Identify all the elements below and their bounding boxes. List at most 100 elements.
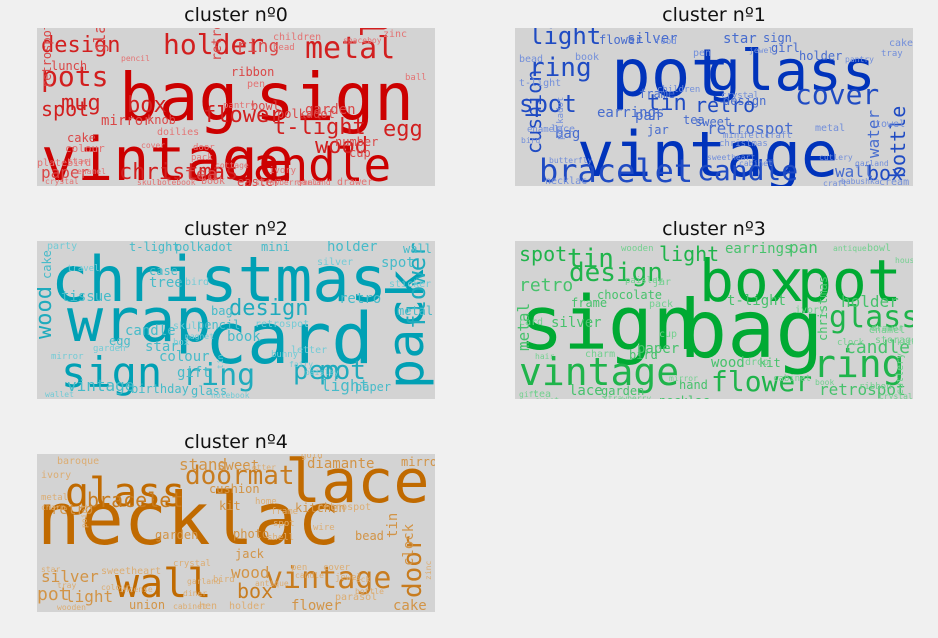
cluster-3-word-box: box bbox=[699, 247, 804, 315]
cluster-1-word-craft: craft bbox=[823, 179, 847, 186]
cluster-1-word-cover: cover bbox=[795, 78, 879, 111]
cluster-2-word-gift: gift bbox=[177, 365, 211, 381]
cluster-4-word-diner: diner bbox=[183, 589, 207, 598]
cluster-3-word-retro: retro bbox=[519, 275, 573, 296]
cluster-3-word-garden: garden bbox=[601, 384, 644, 398]
cluster-1-word-vintage: vintage bbox=[577, 118, 838, 186]
cluster-3-word-clock: clock bbox=[837, 338, 865, 348]
cluster-0-word-pencil: pencil bbox=[121, 54, 150, 63]
cluster-4-word-glass: glass bbox=[65, 470, 185, 516]
cluster-3-word-drop: drop bbox=[745, 357, 769, 368]
cluster-4-word-colour: colour bbox=[101, 583, 130, 592]
cluster-0-word-skull: skull bbox=[137, 178, 161, 186]
cluster-1-word-babushka: babushka bbox=[841, 177, 880, 186]
cluster-0-word-cake: cake bbox=[67, 131, 96, 145]
cluster-0-word-book: book bbox=[201, 176, 225, 186]
cluster-1-word-holder: holder bbox=[799, 49, 842, 63]
cluster-0-word-door: door bbox=[193, 143, 215, 153]
cluster-3-word-vintage: vintage bbox=[519, 350, 679, 394]
cluster-3-word-bag: bag bbox=[679, 283, 824, 376]
cluster-3-word-paisley: paisley bbox=[625, 276, 664, 286]
cluster-1-word-spot: spot bbox=[519, 90, 577, 118]
cluster-2-word-case: case bbox=[149, 264, 178, 278]
cluster-0-word-pen: pen bbox=[247, 79, 265, 90]
cluster-3-word-pan: pan bbox=[789, 241, 818, 257]
cluster-4-word-door: door bbox=[398, 535, 428, 598]
cluster-1-word-children: children bbox=[657, 85, 700, 95]
cluster-1-word-candle: candle bbox=[697, 154, 798, 186]
cluster-2-word-garden: garden bbox=[93, 344, 126, 354]
cluster-1-word-bracelet: bracelet bbox=[539, 152, 693, 186]
cluster-1-word-pot: pot bbox=[611, 35, 730, 112]
cluster-2-word-tree: tree bbox=[149, 275, 183, 291]
cluster-2-title: cluster nº2 bbox=[184, 218, 288, 240]
cluster-2-word-t-light: t-light bbox=[129, 241, 180, 254]
cluster-0-word-easter: easter bbox=[237, 175, 280, 186]
cluster-4-word-lace: lace bbox=[285, 454, 430, 517]
cluster-0-word-metal: metal bbox=[305, 31, 395, 66]
cluster-1-word-design: design bbox=[723, 94, 766, 108]
cluster-1-word-mini: mini bbox=[723, 131, 745, 141]
cluster-1-word-garland: garland bbox=[855, 159, 889, 168]
cluster-2-word-paper: paper bbox=[355, 380, 391, 394]
cluster-2-word-colour: colour bbox=[159, 349, 210, 365]
cluster-3-word-wood: wood bbox=[711, 355, 745, 371]
cluster-1-word-bag: bag bbox=[555, 126, 580, 142]
cluster-2-word-design: design bbox=[229, 296, 308, 321]
cluster-2-word-box: box bbox=[173, 338, 190, 348]
cluster-0-word-bowl: bowl bbox=[251, 99, 280, 113]
cluster-3-word-ivory: ivory bbox=[795, 305, 825, 316]
cluster-1-word-cutlery: cutlery bbox=[819, 153, 853, 162]
cluster-2-word-mirror: mirror bbox=[51, 352, 84, 362]
cluster-4-word-bead: bead bbox=[355, 529, 384, 543]
cluster-2-word-sign: sign bbox=[61, 348, 162, 397]
cluster-1-word-flower: flower bbox=[599, 33, 642, 47]
cluster-0-word-wood: wood bbox=[315, 134, 368, 159]
cluster-4-word-diamante: diamante bbox=[307, 456, 374, 472]
cluster-2-word-candle: candle bbox=[125, 323, 176, 339]
cluster-3-word-chocolate: chocolate bbox=[597, 288, 662, 302]
cluster-3-word-cup: cup bbox=[659, 329, 677, 340]
cluster-1-word-pantry: pantry bbox=[845, 55, 874, 64]
cluster-1-word-water: water bbox=[864, 109, 883, 158]
cluster-3-word-mirror: mirror bbox=[669, 374, 698, 383]
cluster-4-word-rack: rack bbox=[351, 575, 370, 584]
cluster-1-word-wall: wall bbox=[835, 162, 874, 181]
cluster-0-word-mirror: mirror bbox=[101, 113, 152, 129]
cluster-2-word-holder: holder bbox=[327, 241, 378, 255]
cluster-0-word-pack: pack bbox=[191, 153, 213, 163]
cluster-4-word-jewel: jewel bbox=[335, 573, 362, 583]
cluster-4-word-gold: gold bbox=[301, 454, 323, 461]
cluster-4-word-shell: shell bbox=[267, 533, 294, 543]
cluster-0-word-crystal: crystal bbox=[45, 177, 79, 186]
cluster-2-word-flower: flower bbox=[403, 242, 431, 329]
cluster-4-word-clock: clock bbox=[401, 523, 417, 566]
cluster-4-word-sweet: sweet bbox=[217, 458, 259, 474]
cluster-4-word-mirror: mirror bbox=[401, 455, 435, 469]
cluster-0-word-retrospot: retrospot bbox=[40, 28, 54, 88]
cluster-4-word-box: box bbox=[237, 579, 273, 603]
cluster-1-word-bird: bird bbox=[521, 136, 540, 145]
cluster-4-word-garden: garden bbox=[155, 528, 198, 542]
cluster-4-word-retrospot: retrospot bbox=[317, 502, 371, 513]
cluster-3-word-sign: sign bbox=[519, 281, 697, 367]
cluster-2-word-tissue: tissue bbox=[61, 289, 112, 305]
cluster-3-word-sweet: sweet bbox=[535, 396, 559, 399]
cluster-1-word-jar: jar bbox=[647, 123, 669, 137]
cluster-1-word-crystal: crystal bbox=[721, 91, 759, 101]
cluster-2-word-pencil: pencil bbox=[197, 318, 240, 332]
cluster-0-word-ring: ring bbox=[236, 36, 279, 57]
cluster-3-word-t-light: t-light bbox=[727, 293, 786, 309]
cluster-3-title: cluster nº3 bbox=[662, 218, 766, 240]
cluster-3-word-enamel: enamel bbox=[869, 325, 905, 336]
cluster-4-word-cake: cake bbox=[393, 598, 427, 612]
cluster-4-word-photo: photo bbox=[233, 527, 269, 541]
cluster-0-word-retro: retro bbox=[210, 28, 225, 61]
cluster-3-word-card: card bbox=[519, 317, 543, 328]
cluster-3-word-crystal: crystal bbox=[879, 392, 913, 399]
cluster-4-word-pot: pot bbox=[37, 584, 70, 605]
cluster-0-word-polkadot: polkadot bbox=[277, 107, 335, 121]
cluster-1-word-sign: sign bbox=[763, 31, 792, 45]
